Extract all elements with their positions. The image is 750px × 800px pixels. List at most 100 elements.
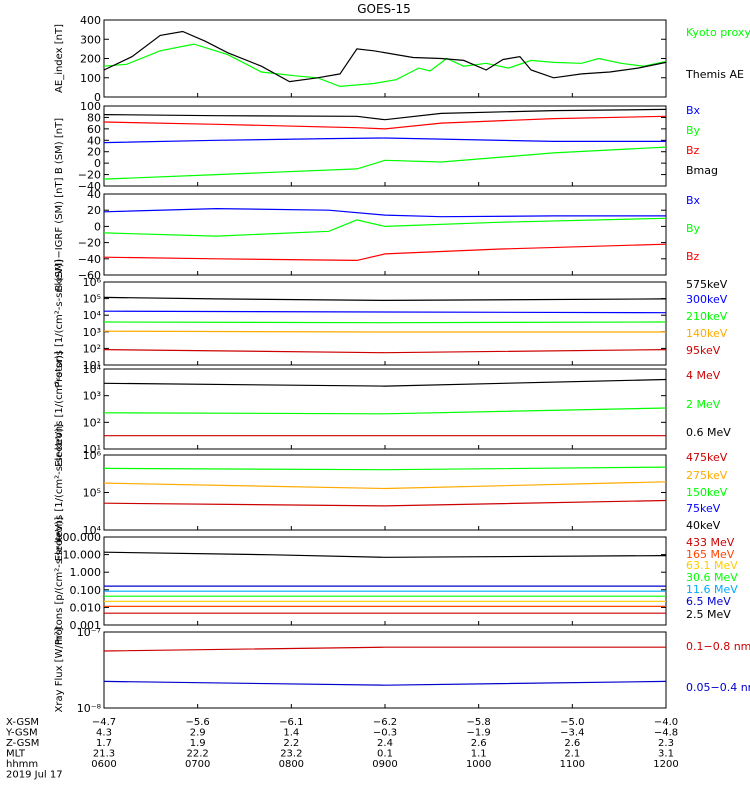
panel-1-ytick-label: 100 bbox=[80, 72, 101, 85]
panel-1-ytick-label: 300 bbox=[80, 33, 101, 46]
panel-6-series-150kev bbox=[103, 466, 667, 471]
panel-7-legend-5: 6.5 MeV bbox=[686, 595, 731, 608]
panel-8-ytick-label: 10⁻⁸ bbox=[77, 702, 102, 715]
figure-title: GOES-15 bbox=[357, 2, 411, 16]
ephemeris-value: 0700 bbox=[185, 759, 210, 770]
panel-3-ytick-label: −20 bbox=[78, 237, 101, 250]
panel-1-series-kyoto-proxy-ae bbox=[103, 43, 667, 88]
panel-3-legend-0: Bx bbox=[686, 194, 701, 207]
panel-5-ytick-label: 10¹ bbox=[83, 443, 101, 456]
ephemeris-value: 0600 bbox=[91, 759, 116, 770]
panel-3-ytick-label: 0 bbox=[94, 220, 101, 233]
ephemeris-value: −0.3 bbox=[373, 728, 397, 739]
panel-1-ytick-label: 400 bbox=[80, 14, 101, 27]
panel-4-legend-0: 575keV bbox=[686, 278, 728, 291]
ephemeris-value: 1.9 bbox=[190, 738, 206, 749]
ephemeris-value: −6.2 bbox=[373, 717, 397, 728]
panel-3-frame bbox=[103, 193, 667, 276]
ephemeris-label: 2019 Jul 17 bbox=[6, 770, 63, 781]
panel-6-ylabel: Electrons [1/(cm²-s-sr-keV)] bbox=[54, 424, 65, 561]
ephemeris-label: X-GSM bbox=[6, 717, 39, 728]
panel-1-ylabel: AE_index [nT] bbox=[54, 24, 65, 93]
panel-2-legend-2: Bz bbox=[686, 144, 700, 157]
panel-7-legend-3: 30.6 MeV bbox=[686, 571, 738, 584]
panel-3-ytick-label: −60 bbox=[78, 269, 101, 282]
panel-2-series-by bbox=[103, 146, 667, 180]
panel-2-ytick-label: −20 bbox=[78, 169, 101, 182]
panel-7-ytick-label: 1.000 bbox=[70, 566, 102, 579]
panel-5-series-2-mev bbox=[103, 407, 667, 415]
panel-6-legend-4: 40keV bbox=[686, 519, 721, 532]
panel-2-ytick-label: 60 bbox=[87, 123, 101, 136]
ephemeris-value: 3.1 bbox=[658, 749, 674, 760]
ephemeris-value: −1.9 bbox=[467, 728, 491, 739]
ephemeris-value: 1.1 bbox=[471, 749, 487, 760]
panel-4-legend-1: 300keV bbox=[686, 293, 728, 306]
panel-2-series-bz bbox=[103, 115, 667, 130]
ephemeris-value: 1.7 bbox=[96, 738, 112, 749]
panel-6-ytick-label: 10⁴ bbox=[83, 524, 102, 537]
panel-4-series-210kev bbox=[103, 321, 667, 324]
panel-4-legend-4: 95keV bbox=[686, 344, 721, 357]
panel-3-ylabel: B (SM)−IGRF (SM) [nT] bbox=[54, 177, 65, 291]
panel-5-ytick-label: 10³ bbox=[83, 390, 101, 403]
panel-1-legend-0: Kyoto proxy AE bbox=[686, 26, 750, 39]
panel-2-legend-1: By bbox=[686, 124, 701, 137]
ephemeris-value: 22.2 bbox=[187, 749, 209, 760]
ephemeris-value: 4.3 bbox=[96, 728, 112, 739]
panel-7-ytick-label: 10.000 bbox=[63, 549, 102, 562]
ephemeris-value: −5.8 bbox=[467, 717, 491, 728]
panel-2-ytick-label: 20 bbox=[87, 146, 101, 159]
panel-8-legend-0: 0.1−0.8 nm bbox=[686, 640, 750, 653]
panel-2-ytick-label: 0 bbox=[94, 157, 101, 170]
panel-4-series-140kev bbox=[103, 330, 666, 333]
ephemeris-value: 2.1 bbox=[564, 749, 580, 760]
panel-1-ytick-label: 0 bbox=[94, 91, 101, 104]
ephemeris-value: 2.6 bbox=[564, 738, 580, 749]
panel-7-legend-2: 63.1 MeV bbox=[686, 559, 738, 572]
panel-8-legend-1: 0.05−0.4 nm bbox=[686, 681, 750, 694]
panel-3-legend-1: By bbox=[686, 222, 701, 235]
ephemeris-value: −5.6 bbox=[186, 717, 210, 728]
panel-3-series-by bbox=[103, 217, 667, 237]
panel-2-ytick-label: 100 bbox=[80, 100, 101, 113]
panel-8-series-0-1-0-8-nm bbox=[103, 646, 666, 652]
panel-1-frame bbox=[103, 19, 667, 98]
ephemeris-value: −4.7 bbox=[92, 717, 116, 728]
panel-2-ytick-label: −40 bbox=[78, 180, 101, 193]
panel-8-series-0-05-0-4-nm bbox=[103, 680, 667, 686]
panel-4-ytick-label: 10⁶ bbox=[83, 276, 102, 289]
ephemeris-value: 1200 bbox=[653, 759, 678, 770]
panel-4-series-95kev bbox=[103, 349, 667, 354]
panel-6-legend-2: 150keV bbox=[686, 486, 728, 499]
ephemeris-label: MLT bbox=[6, 749, 26, 760]
panel-3-ytick-label: 40 bbox=[87, 188, 101, 201]
panel-8-ylabel: Xray Flux [W/m²] bbox=[54, 627, 65, 712]
ephemeris-value: 1100 bbox=[560, 759, 585, 770]
ephemeris-value: 1.4 bbox=[283, 728, 299, 739]
ephemeris-value: 0900 bbox=[372, 759, 397, 770]
ephemeris-value: −3.4 bbox=[560, 728, 584, 739]
panel-5-ytick-label: 10² bbox=[83, 416, 101, 429]
panel-7-ytick-label: 100.000 bbox=[56, 531, 102, 544]
panel-1-legend-1: Themis AE bbox=[685, 68, 744, 81]
panel-2-legend-0: Bx bbox=[686, 104, 701, 117]
panel-7-ylabel: Protons [p/(cm²-s-sr-keV)] bbox=[54, 517, 65, 645]
panel-4-series-575kev bbox=[103, 296, 667, 302]
panel-4-series-300kev bbox=[103, 310, 667, 314]
panel-7-legend-0: 433 MeV bbox=[686, 536, 735, 549]
panel-5-series-0-6-mev bbox=[103, 378, 667, 387]
panel-7-legend-6: 2.5 MeV bbox=[686, 608, 731, 621]
panel-7-legend-4: 11.6 MeV bbox=[686, 583, 738, 596]
panel-7-ytick-label: 0.010 bbox=[70, 601, 102, 614]
panel-4-ytick-label: 10³ bbox=[83, 326, 101, 339]
ephemeris-value: 1000 bbox=[466, 759, 491, 770]
ephemeris-value: −4.8 bbox=[654, 728, 678, 739]
panel-7-ytick-label: 0.100 bbox=[70, 584, 102, 597]
ephemeris-value: 21.3 bbox=[93, 749, 115, 760]
panel-7-legend-1: 165 MeV bbox=[686, 548, 735, 561]
panel-6-series-475kev bbox=[103, 499, 667, 507]
panel-3-series-bz bbox=[103, 243, 667, 262]
panel-7-ytick-label: 0.001 bbox=[70, 619, 102, 632]
